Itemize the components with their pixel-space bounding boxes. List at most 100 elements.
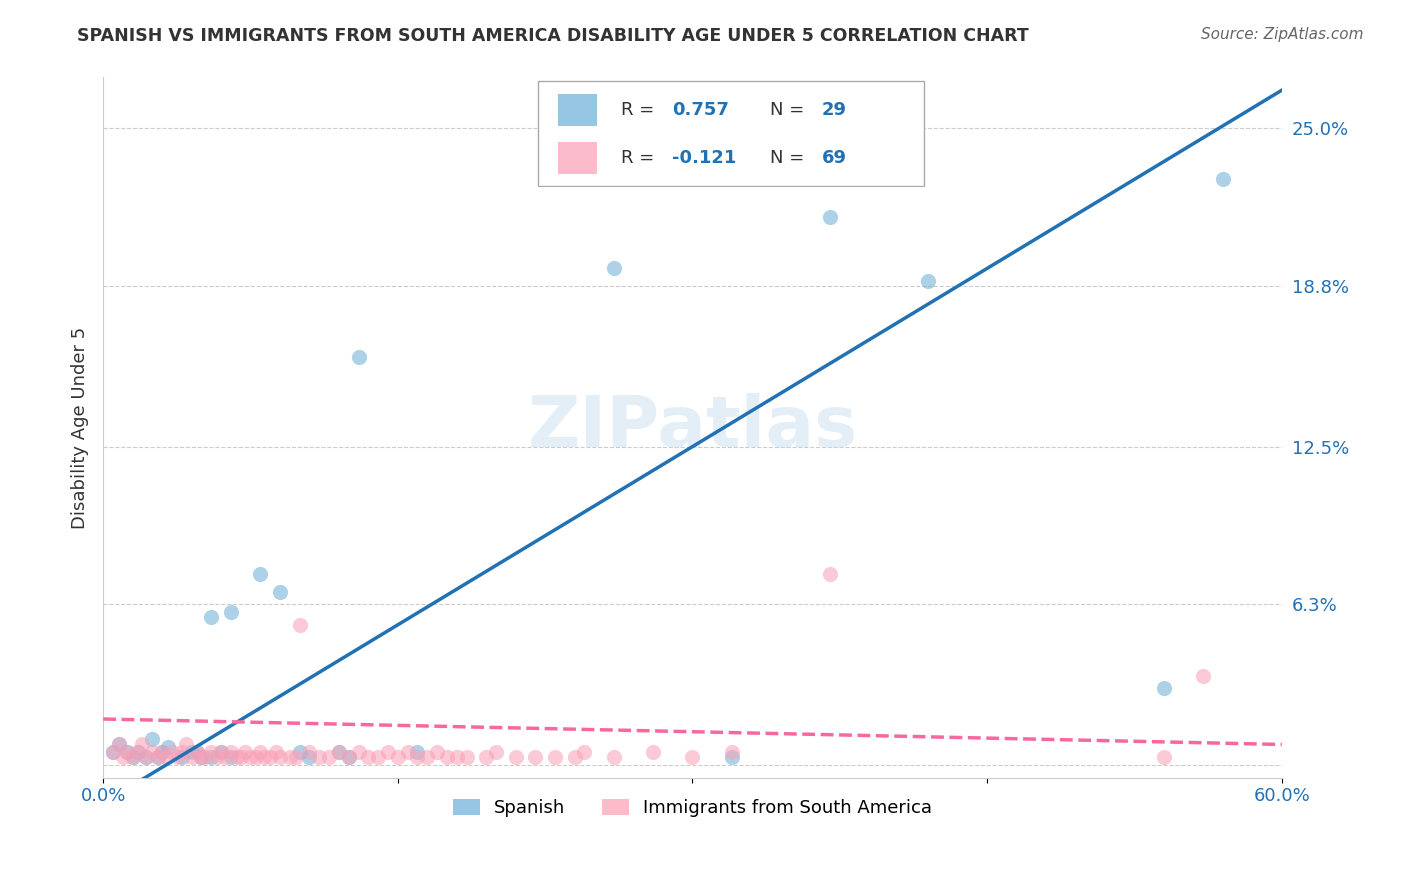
Point [288, 745, 311, 759]
Point [146, 750, 169, 764]
Point [111, 750, 134, 764]
Point [127, 745, 149, 759]
Point [253, 750, 276, 764]
Point [200, 750, 222, 764]
Point [603, 750, 626, 764]
Point [396, 745, 419, 759]
Point [186, 745, 208, 759]
Point [367, 750, 389, 764]
Point [214, 750, 236, 764]
Point [141, 732, 163, 747]
Point [200, 745, 222, 759]
Point [328, 745, 350, 759]
Point [524, 750, 547, 764]
Point [264, 745, 287, 759]
Point [426, 745, 449, 759]
Point [108, 738, 131, 752]
Point [219, 750, 242, 764]
Point [174, 738, 197, 752]
Point [170, 745, 193, 759]
Point [121, 750, 143, 764]
FancyBboxPatch shape [558, 95, 598, 127]
Point [101, 745, 124, 759]
Point [150, 745, 173, 759]
Point [682, 750, 704, 764]
Point [141, 745, 163, 759]
Point [456, 750, 478, 764]
Text: R =: R = [621, 150, 659, 168]
Point [150, 745, 173, 759]
Point [278, 750, 301, 764]
Point [170, 750, 193, 764]
Point [720, 750, 742, 764]
Point [406, 745, 429, 759]
Point [505, 750, 527, 764]
Point [818, 211, 841, 225]
Point [186, 745, 208, 759]
Point [1212, 172, 1234, 186]
Point [219, 745, 242, 759]
FancyBboxPatch shape [538, 81, 924, 186]
Point [115, 745, 138, 759]
Point [269, 750, 291, 764]
Point [574, 745, 596, 759]
Point [347, 351, 370, 365]
Point [115, 745, 138, 759]
Point [131, 738, 153, 752]
Point [209, 745, 232, 759]
Point [205, 750, 228, 764]
Point [720, 745, 742, 759]
Text: R =: R = [621, 102, 659, 120]
Point [190, 750, 212, 764]
Point [190, 750, 212, 764]
Point [298, 745, 321, 759]
Point [156, 739, 179, 754]
Point [347, 745, 370, 759]
Point [298, 750, 321, 764]
Point [249, 745, 271, 759]
Point [249, 566, 271, 581]
Point [166, 750, 188, 764]
Text: 29: 29 [821, 102, 846, 120]
Point [357, 750, 380, 764]
Y-axis label: Disability Age Under 5: Disability Age Under 5 [72, 326, 89, 529]
Point [1192, 669, 1215, 683]
Point [337, 750, 360, 764]
Point [818, 566, 841, 581]
Point [406, 750, 429, 764]
Point [564, 750, 586, 764]
Point [328, 745, 350, 759]
Text: 0.757: 0.757 [672, 102, 728, 120]
Point [475, 750, 498, 764]
Point [284, 750, 307, 764]
Point [135, 750, 157, 764]
Point [245, 750, 267, 764]
Legend: Spanish, Immigrants from South America: Spanish, Immigrants from South America [446, 792, 939, 824]
Point [219, 605, 242, 619]
Point [544, 750, 567, 764]
Text: ZIPatlas: ZIPatlas [527, 393, 858, 462]
Point [387, 750, 409, 764]
Point [446, 750, 468, 764]
Point [269, 584, 291, 599]
Point [436, 750, 458, 764]
Text: N =: N = [770, 150, 810, 168]
Point [180, 750, 202, 764]
Text: N =: N = [770, 102, 810, 120]
Point [917, 274, 939, 288]
Point [308, 750, 330, 764]
Point [225, 750, 247, 764]
Point [121, 750, 143, 764]
Point [416, 750, 439, 764]
Point [377, 745, 399, 759]
Point [155, 750, 177, 764]
Point [337, 750, 360, 764]
Point [101, 745, 124, 759]
Point [229, 750, 252, 764]
Text: -0.121: -0.121 [672, 150, 737, 168]
Point [318, 750, 340, 764]
Point [239, 750, 262, 764]
Point [146, 750, 169, 764]
Point [1153, 681, 1175, 696]
Point [194, 750, 217, 764]
